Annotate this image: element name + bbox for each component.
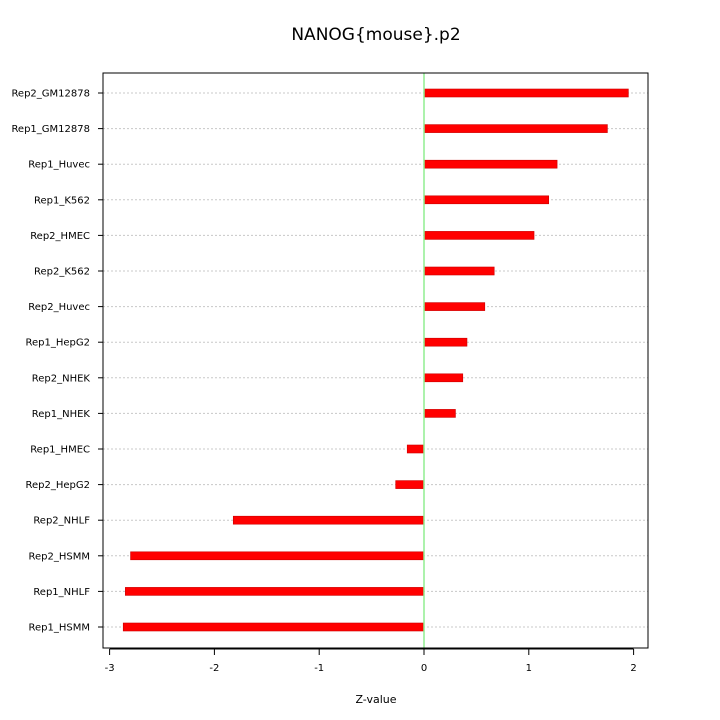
x-tick-label: -1 xyxy=(314,663,324,674)
bar xyxy=(424,231,534,239)
category-label: Rep1_HMEC xyxy=(30,445,90,456)
x-tick-label: 2 xyxy=(630,663,636,674)
chart-title: NANOG{mouse}.p2 xyxy=(291,25,460,45)
x-tick-label: 1 xyxy=(526,663,532,674)
bar xyxy=(424,374,463,382)
bar xyxy=(424,125,607,133)
bar xyxy=(407,445,424,453)
bar xyxy=(424,338,467,346)
category-label: Rep2_HSMM xyxy=(29,551,90,562)
gridlines xyxy=(103,93,648,627)
x-tick-label: -3 xyxy=(105,663,115,674)
category-label: Rep2_NHLF xyxy=(33,516,90,527)
category-label: Rep2_K562 xyxy=(34,267,90,278)
bar xyxy=(424,89,628,97)
bar xyxy=(123,623,424,631)
category-label: Rep1_NHLF xyxy=(33,587,90,598)
category-label: Rep1_HSMM xyxy=(29,623,90,634)
category-label: Rep1_HepG2 xyxy=(26,338,91,349)
category-label: Rep2_NHEK xyxy=(32,373,91,384)
x-axis: -3 -2 -1 0 1 2 xyxy=(105,649,637,674)
category-label: Rep2_HMEC xyxy=(30,231,90,242)
plot-frame xyxy=(103,73,648,648)
bar xyxy=(424,409,455,417)
bar xyxy=(424,160,557,168)
x-tick-label: 0 xyxy=(421,663,427,674)
category-label: Rep2_Huvec xyxy=(28,302,90,313)
category-label: Rep1_NHEK xyxy=(32,409,91,420)
bar xyxy=(125,587,424,595)
category-label: Rep1_K562 xyxy=(34,195,90,206)
category-label: Rep1_Huvec xyxy=(28,160,90,171)
bars xyxy=(123,89,628,631)
category-labels: Rep2_GM12878 Rep1_GM12878 Rep1_Huvec Rep1_K… xyxy=(11,89,103,634)
category-label: Rep2_HepG2 xyxy=(26,480,91,491)
bar xyxy=(424,303,485,311)
bar xyxy=(131,552,424,560)
category-label: Rep2_GM12878 xyxy=(11,89,90,100)
x-axis-label: Z-value xyxy=(355,693,396,706)
bar xyxy=(424,196,549,204)
category-label: Rep1_GM12878 xyxy=(11,124,90,135)
bar xyxy=(396,481,424,489)
x-tick-label: -2 xyxy=(209,663,219,674)
bar xyxy=(424,267,494,275)
bar xyxy=(233,516,424,524)
